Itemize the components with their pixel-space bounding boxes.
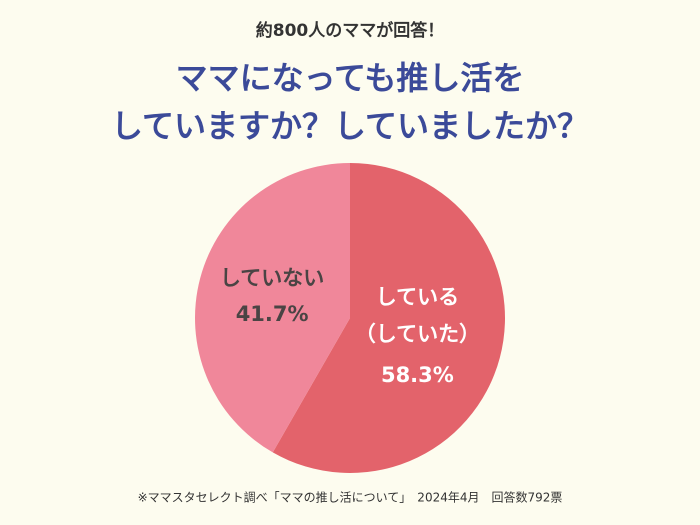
- pie-slice: [195, 163, 350, 453]
- chart-subtitle: 約800人のママが回答！: [256, 20, 445, 41]
- pie-slice: [272, 163, 505, 473]
- chart-title: していますか？していましたか？: [111, 107, 589, 145]
- chart-title: ママになっても推し活を: [176, 59, 525, 97]
- value-label: 58.3%: [381, 363, 454, 387]
- slice-label: していない: [220, 266, 324, 290]
- value-label: 41.7%: [236, 302, 309, 326]
- source-note: ※ママスタセレクト調べ「ママの推し活について」 2024年4月 回答数792票: [138, 490, 563, 505]
- slice-label: している（していた）: [355, 285, 480, 346]
